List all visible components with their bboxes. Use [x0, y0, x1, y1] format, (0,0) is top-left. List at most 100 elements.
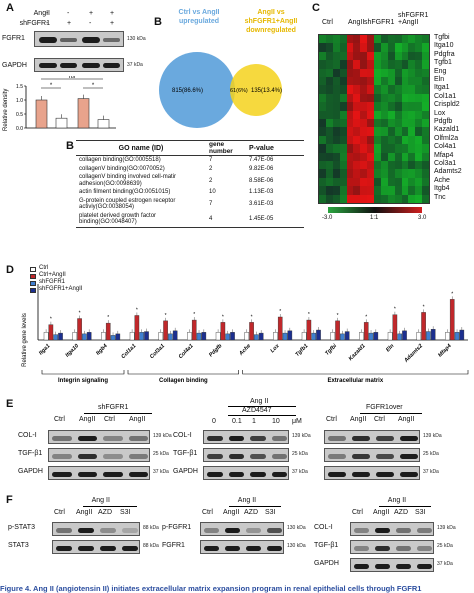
heatmap-cell — [346, 43, 354, 53]
blot-row-label: COL-I — [173, 432, 192, 439]
blot3-header-line — [360, 413, 422, 414]
gene-bar — [430, 329, 436, 341]
heatmap-column-header: shFGFR1 +AngII — [398, 12, 429, 26]
go-header-name: GO name (ID) — [76, 140, 206, 156]
go-row: actin filment binding(GO:0051015) 10 1.13E… — [76, 188, 304, 197]
heatmap-cell — [401, 77, 409, 86]
heatmap-cell — [380, 177, 389, 187]
heatmap-cell — [401, 186, 409, 195]
blot-band — [77, 453, 97, 459]
heatmap-cell — [401, 152, 409, 162]
heatmap-cell — [422, 102, 430, 111]
heatmap-cell — [422, 35, 430, 44]
heatmap-cell — [360, 144, 368, 153]
heatmap-cell — [422, 152, 430, 162]
venn-overlap-count: 61(6%) — [230, 88, 248, 94]
blot-band — [376, 471, 394, 477]
heatmap-cell — [360, 119, 368, 128]
blot-band — [271, 435, 287, 441]
heatmap-cell — [360, 77, 368, 86]
group-label: Collagen binding — [159, 378, 208, 384]
density-bar — [97, 119, 110, 129]
heatmap-cell — [422, 127, 430, 137]
heatmap-cell — [353, 177, 361, 187]
heatmap-cell — [360, 60, 368, 69]
blot-kda: 139 kDa — [423, 433, 442, 439]
blotf-lane-label: AZD — [394, 509, 408, 516]
blot-band — [246, 527, 261, 533]
heatmap-cell — [346, 127, 354, 137]
gene-bar — [445, 332, 450, 341]
blot-band — [100, 527, 116, 533]
heatmap-gene-label: Tnc — [434, 193, 446, 201]
heatmap-cell — [346, 119, 354, 128]
gene-tick-label: Col3a1 — [149, 343, 166, 360]
group-bracket — [127, 370, 239, 375]
heatmap-cell — [401, 110, 409, 120]
relative-density-chart: Relative density 0.0 0.5 1.0 1.5 ns * * — [3, 76, 116, 132]
heatmap-cell — [367, 194, 375, 204]
blot2-lane-label: μM — [292, 418, 302, 425]
heatmap-cell — [346, 77, 354, 86]
blot-band — [396, 545, 411, 551]
heatmap-cell — [353, 60, 361, 69]
significance-star: * — [365, 314, 367, 320]
blotf-row — [350, 558, 434, 572]
blot-band — [267, 527, 282, 533]
blot-band — [56, 527, 72, 533]
blot-band — [250, 435, 266, 441]
heatmap-cell — [360, 35, 368, 44]
heatmap-cell — [325, 110, 334, 120]
heatmap-cell — [325, 152, 334, 162]
heatmap-cell — [408, 144, 416, 153]
heatmap-cell — [332, 119, 341, 128]
blot2-lane-label: 0 — [212, 418, 216, 425]
heatmap-cell — [360, 102, 368, 111]
heatmap-cell — [394, 43, 402, 53]
blotf-kda: 37 kDa — [437, 561, 453, 567]
heatmap-cell — [415, 169, 423, 179]
venn-right-title: AngII vs shFGFR1+AngII downregulated — [244, 9, 298, 34]
heatmap-cell — [408, 186, 416, 195]
heatmap-cell — [374, 60, 382, 69]
significance-star: * — [308, 312, 310, 318]
heatmap-cell — [319, 135, 327, 145]
heatmap-gene-label: Itga10 — [434, 42, 454, 50]
heatmap-cell — [408, 43, 416, 53]
heatmap-cell — [332, 85, 341, 95]
heatmap-cell — [325, 77, 334, 86]
heatmap-gene-label: Itga1 — [434, 84, 450, 92]
heatmap-cell — [346, 102, 354, 111]
significance-star: * — [79, 311, 81, 317]
blot-band — [204, 527, 219, 533]
heatmap-cell — [353, 43, 361, 53]
heatmap-cell — [360, 43, 368, 53]
blot1-row — [48, 448, 150, 462]
heatmap-cell — [374, 169, 382, 179]
blot-band — [271, 471, 287, 477]
significance-star: * — [50, 317, 52, 323]
heatmap-cell — [319, 144, 327, 153]
heatmap-cell — [387, 43, 396, 53]
figure-caption: Figure 4. Ang II (angiotensin II) initia… — [0, 584, 422, 593]
legend-swatch — [30, 288, 36, 293]
heatmap-cell — [422, 186, 430, 195]
go-header-gene-number: gene number — [206, 140, 246, 156]
gene-bar — [316, 329, 321, 341]
heatmap-cell — [339, 152, 347, 162]
panel-e-letter: E — [6, 398, 14, 410]
heatmap-cell — [332, 177, 341, 187]
heatmap-cell — [319, 127, 327, 137]
blotf-row — [350, 540, 434, 554]
blot1-lane-label: AngII — [79, 416, 96, 423]
heatmap-cell — [360, 51, 368, 61]
heatmap-cell — [394, 161, 402, 170]
significance-star: * — [222, 314, 224, 320]
gene-bar — [249, 322, 254, 341]
gene-bar — [311, 332, 317, 341]
heatmap-cell — [415, 60, 423, 69]
go-gene-number-cell: 4 — [206, 211, 246, 228]
heatmap-cell — [353, 169, 361, 179]
density-bar — [55, 117, 68, 129]
heatmap-cell — [353, 51, 361, 61]
